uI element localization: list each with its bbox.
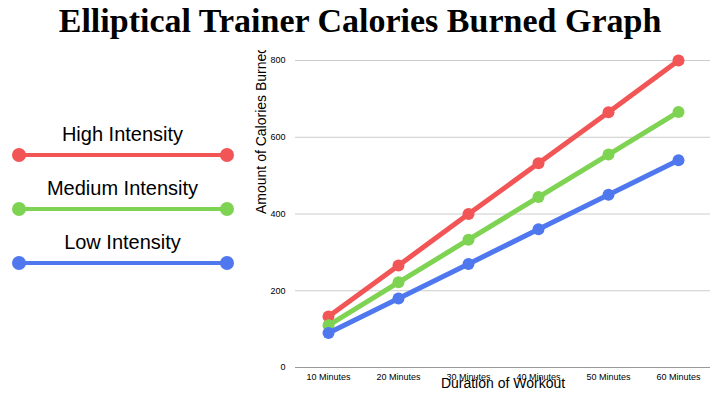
html-text:Elliptical Trainer Calories Bu: Elliptical Trainer Calories Burned Graph xyxy=(58,2,662,39)
svg-text:0: 0 xyxy=(280,362,285,372)
svg-text:600: 600 xyxy=(270,132,285,142)
svg-text:10 Minutes: 10 Minutes xyxy=(306,372,351,382)
svg-text:200: 200 xyxy=(270,286,285,296)
svg-text:400: 400 xyxy=(270,209,285,219)
svg-text:Duration of Workout: Duration of Workout xyxy=(441,375,565,391)
svg-text:800: 800 xyxy=(270,55,285,65)
svg-text:Amount of Calories Burned: Amount of Calories Burned xyxy=(253,50,269,214)
html-text:Low Intensity: Low Intensity xyxy=(64,231,181,253)
html-text:High Intensity: High Intensity xyxy=(61,123,184,145)
svg-text:20 Minutes: 20 Minutes xyxy=(376,372,421,382)
html-text:Medium Intensity: Medium Intensity xyxy=(46,177,199,199)
svg-text:60 Minutes: 60 Minutes xyxy=(656,372,701,382)
svg-text:50 Minutes: 50 Minutes xyxy=(586,372,631,382)
